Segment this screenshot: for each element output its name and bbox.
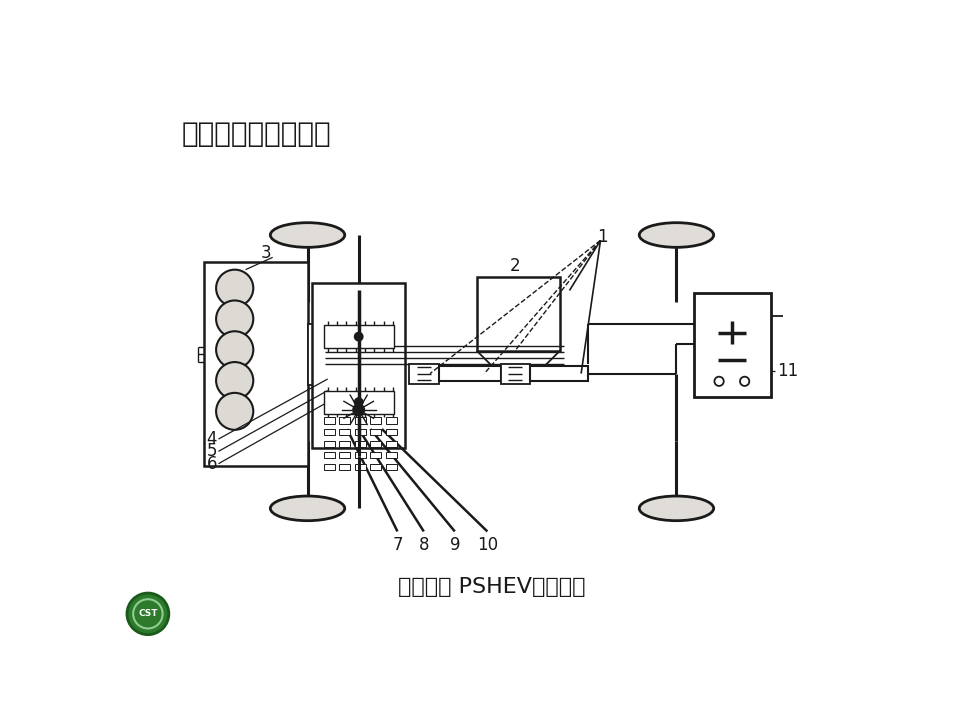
- Circle shape: [216, 300, 253, 338]
- Bar: [439, 366, 500, 382]
- Bar: [386, 429, 396, 435]
- Text: 8: 8: [419, 536, 429, 554]
- Text: 9: 9: [449, 536, 460, 554]
- Bar: [500, 364, 530, 384]
- Text: CST: CST: [138, 609, 157, 618]
- Bar: [324, 452, 335, 459]
- Bar: [409, 364, 439, 384]
- Ellipse shape: [271, 496, 345, 521]
- Bar: [339, 418, 350, 423]
- Circle shape: [714, 377, 724, 386]
- Circle shape: [353, 405, 364, 415]
- Bar: [355, 464, 366, 470]
- Bar: [371, 464, 381, 470]
- Bar: [204, 262, 308, 466]
- Bar: [324, 441, 335, 446]
- Ellipse shape: [271, 222, 345, 248]
- Bar: [355, 452, 366, 459]
- Bar: [324, 325, 394, 348]
- Ellipse shape: [639, 496, 713, 521]
- Bar: [693, 293, 771, 397]
- Bar: [386, 452, 396, 459]
- Circle shape: [216, 393, 253, 430]
- Circle shape: [740, 377, 750, 386]
- Bar: [312, 283, 405, 449]
- Bar: [386, 441, 396, 446]
- Circle shape: [355, 333, 363, 341]
- Bar: [371, 418, 381, 423]
- Bar: [339, 429, 350, 435]
- Bar: [324, 418, 335, 423]
- Bar: [324, 390, 394, 414]
- Bar: [355, 441, 366, 446]
- Circle shape: [216, 270, 253, 307]
- Text: 10: 10: [477, 536, 498, 554]
- Bar: [371, 441, 381, 446]
- Bar: [355, 429, 366, 435]
- Circle shape: [216, 362, 253, 399]
- Text: 6: 6: [206, 455, 217, 473]
- Bar: [339, 452, 350, 459]
- Bar: [476, 277, 561, 351]
- Text: 11: 11: [778, 362, 799, 380]
- Bar: [339, 464, 350, 470]
- Bar: [371, 452, 381, 459]
- Bar: [339, 441, 350, 446]
- Circle shape: [355, 398, 363, 406]
- Text: 5: 5: [206, 442, 217, 460]
- Text: 福特翼虎 PSHEV结构简图: 福特翼虎 PSHEV结构简图: [398, 577, 586, 597]
- Ellipse shape: [639, 222, 713, 248]
- Circle shape: [216, 331, 253, 368]
- Bar: [530, 366, 588, 382]
- Text: 4: 4: [206, 430, 217, 448]
- Text: 7: 7: [393, 536, 402, 554]
- Text: 1: 1: [597, 228, 608, 246]
- Text: 3: 3: [261, 245, 272, 263]
- Text: 2: 2: [510, 257, 520, 275]
- Bar: [324, 464, 335, 470]
- Bar: [308, 323, 325, 385]
- Bar: [386, 464, 396, 470]
- Bar: [324, 429, 335, 435]
- Bar: [386, 418, 396, 423]
- Bar: [371, 429, 381, 435]
- Bar: [355, 418, 366, 423]
- Circle shape: [127, 593, 169, 634]
- Text: 混联式典型车型介绍: 混联式典型车型介绍: [182, 120, 331, 148]
